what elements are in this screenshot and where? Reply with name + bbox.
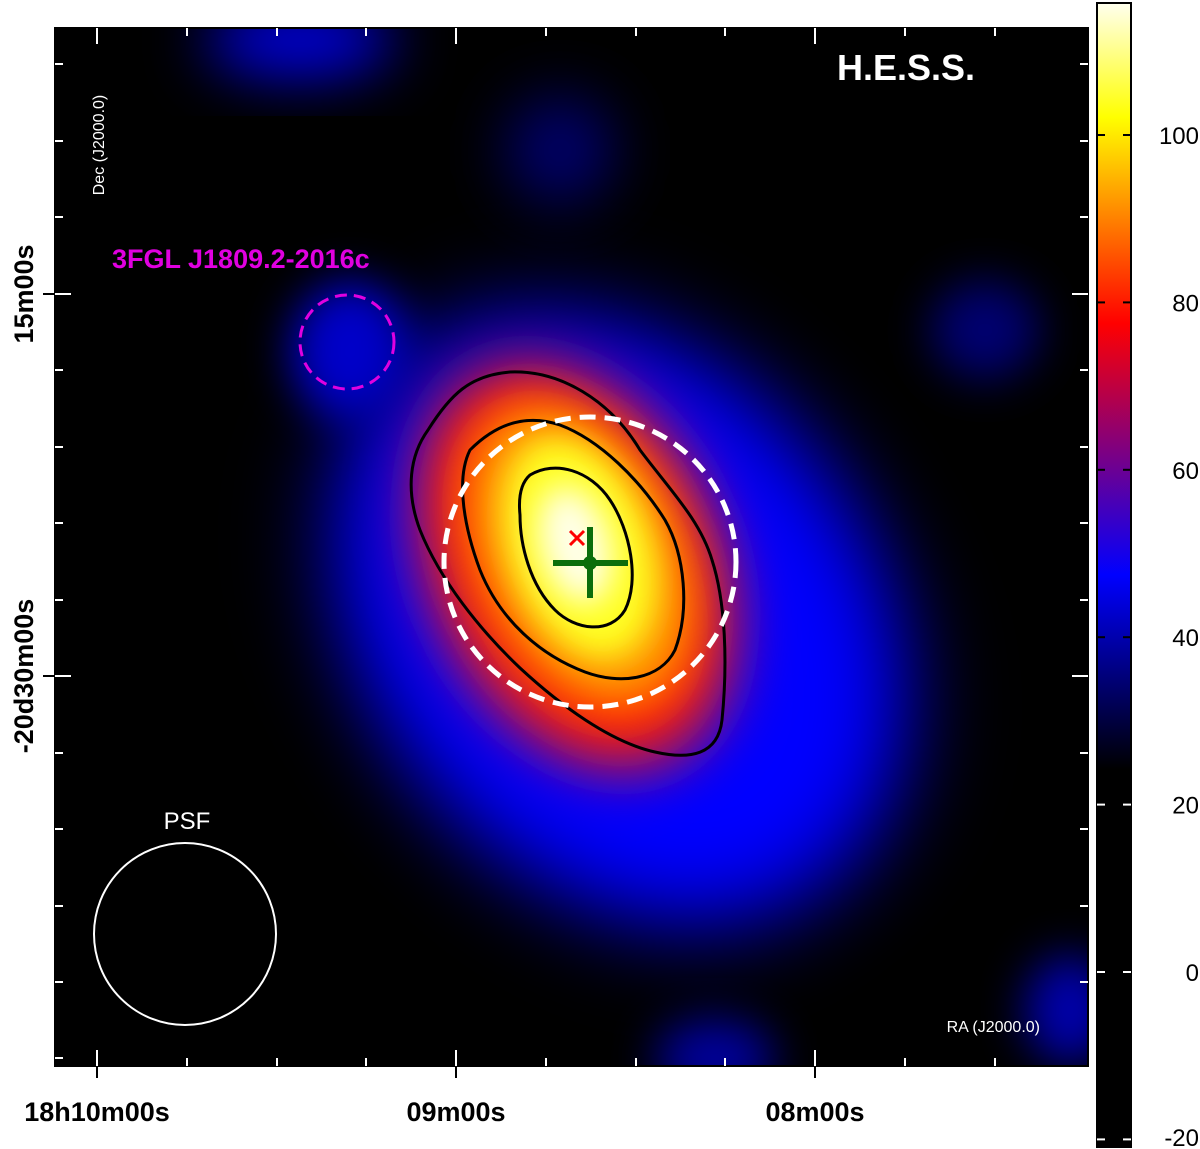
y-tick-label: 15m00s — [9, 244, 39, 343]
contour-core — [518, 466, 634, 629]
chart-title: H.E.S.S. — [837, 47, 975, 88]
plot-frame — [54, 27, 1089, 1067]
blob-white-core — [537, 486, 613, 604]
blob-south — [655, 1018, 775, 1066]
blob-southeast — [1025, 955, 1088, 1065]
y-axis-label: Dec (J2000.0) — [91, 95, 108, 196]
x-axis-label: RA (J2000.0) — [947, 1019, 1040, 1036]
colorbar-tick-label: 100 — [1159, 123, 1199, 150]
fermi-source-label: 3FGL J1809.2-2016c — [112, 244, 370, 274]
fermi-source-circle — [298, 293, 396, 391]
colorbar-tick-label: 60 — [1172, 458, 1199, 485]
y-tick-label: -20d30m00s — [9, 599, 39, 754]
x-tick-label: 18h10m00s — [24, 1097, 170, 1127]
x-tick-label: 08m00s — [765, 1097, 864, 1127]
hess-extent-circle — [441, 414, 739, 710]
colorbar-tick-label: 80 — [1172, 290, 1199, 317]
pulsar-marker — [568, 529, 586, 547]
blob-north — [205, 28, 395, 78]
frame-ticks — [55, 28, 1088, 1066]
colorbar-tick-label: 0 — [1186, 960, 1199, 987]
psf-circle — [93, 842, 277, 1026]
best-fit-marker — [553, 527, 628, 598]
x-tick-label: 09m00s — [406, 1097, 505, 1127]
colorbar-gradient — [1096, 2, 1132, 1148]
colorbar-tick-label: -20 — [1164, 1125, 1199, 1149]
outer-ticks — [43, 293, 816, 1078]
contour-inner-mid — [461, 418, 686, 681]
y-tick-labels: 15m00s -20d30m00s — [9, 244, 39, 753]
x-tick-labels: 18h10m00s 09m00s 08m00s — [24, 1097, 864, 1127]
colorbar-tick-label: 20 — [1172, 793, 1199, 820]
colorbar-ticks: -20 0 20 40 60 80 100 — [1097, 123, 1199, 1149]
colorbar: -20 0 20 40 60 80 100 — [1096, 2, 1199, 1149]
psf-label: PSF — [164, 808, 211, 835]
blob-fermi-halo — [290, 280, 410, 420]
heatmap: 3FGL J1809.2-2016c PSF H.E.S.S. RA (J200… — [43, 27, 1089, 1078]
blob-north-faint — [505, 95, 615, 205]
blob-east — [930, 280, 1040, 380]
colorbar-tick-label: 40 — [1172, 625, 1199, 652]
emission-glow — [205, 28, 1088, 1066]
